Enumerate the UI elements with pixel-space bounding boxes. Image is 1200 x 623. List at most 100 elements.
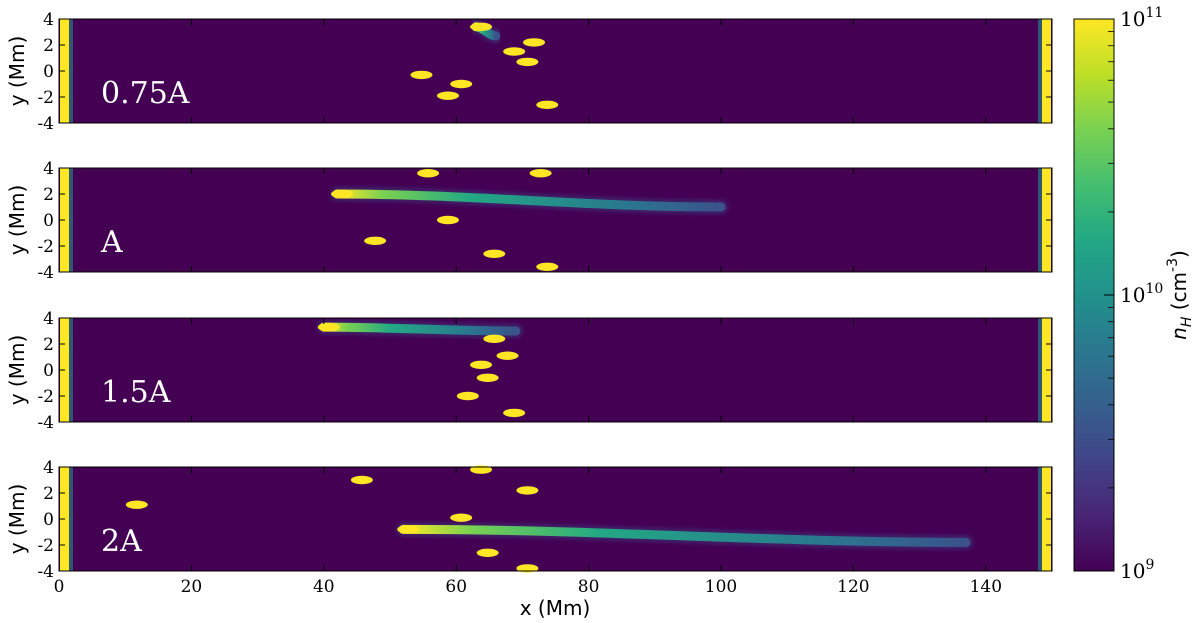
strand	[481, 331, 557, 347]
x-tick-label: 40	[313, 577, 335, 597]
strand-head	[476, 548, 499, 557]
strand-head	[470, 22, 493, 31]
strand	[415, 165, 440, 181]
strand-body	[332, 189, 726, 212]
left-footpoint-edge	[69, 318, 73, 422]
y-tick-label: 2	[43, 484, 54, 504]
strand-head	[417, 169, 440, 178]
colorbar-tick-label: 1011	[1120, 5, 1163, 31]
y-axis-label: y (Mm)	[5, 185, 29, 256]
colorbar-label-sub: H	[1179, 316, 1195, 327]
y-tick-label: 2	[43, 36, 54, 56]
strand-head	[503, 47, 526, 56]
panel-label: 0.75A	[101, 76, 190, 111]
panel-4: 2A 4 2 0 -2 -4 y (Mm)	[5, 458, 1053, 582]
strand-head	[436, 91, 459, 100]
strand	[481, 246, 623, 262]
colorbar-tick-label: 109	[1120, 557, 1154, 583]
colorbar-tick-exp: 11	[1145, 5, 1163, 21]
y-tick-label: 0	[43, 62, 54, 82]
y-tick-label: 0	[43, 361, 54, 381]
y-tick-label: 2	[43, 335, 54, 355]
right-footpoint-edge	[1038, 168, 1042, 272]
y-tick-label: -2	[37, 237, 54, 257]
colorbar-label-unit: (cm	[1167, 272, 1191, 317]
strand-head	[483, 249, 506, 258]
strand	[534, 97, 650, 113]
strand	[501, 405, 577, 421]
y-tick-label: -2	[37, 387, 54, 407]
strand	[528, 165, 636, 181]
x-tick-label: 60	[445, 577, 467, 597]
panel-label: 2A	[101, 524, 142, 559]
colorbar-tick-base: 10	[1120, 559, 1145, 583]
colorbar-tick-base: 10	[1120, 283, 1145, 307]
colorbar-label-close: )	[1167, 250, 1191, 258]
left-footpoint-edge	[69, 467, 73, 571]
strand-head	[536, 262, 559, 271]
strand-head	[317, 322, 340, 332]
x-axis-label: x (Mm)	[520, 596, 591, 620]
x-tick-label: 100	[705, 577, 737, 597]
x-tick-label: 140	[970, 577, 1002, 597]
strand-head	[436, 215, 459, 225]
panel-label: A	[100, 225, 123, 260]
strand	[514, 54, 676, 70]
x-axis: 0 20 40 60 80 100 120 140	[54, 577, 1002, 597]
y-tick-label: -4	[37, 114, 54, 134]
y-axis-label: y (Mm)	[5, 335, 29, 406]
y-tick-label: 4	[43, 10, 54, 30]
y-tick-label: 0	[43, 211, 54, 231]
strand-head	[503, 408, 526, 418]
strand	[408, 67, 577, 83]
strand	[435, 212, 610, 228]
y-tick-label: 4	[43, 309, 54, 329]
x-tick-label: 0	[54, 577, 65, 597]
left-footpoint-edge	[69, 19, 73, 123]
panels-group: 0.75A 4 2 0 -2 -4 y (Mm) A 4 2 0 -2 -4 y (Mm) 1.5A 4 2 0 -…	[5, 10, 1053, 582]
strand-head	[470, 360, 493, 369]
strand-head	[331, 189, 354, 199]
strand	[475, 545, 729, 561]
y-tick-label: -4	[37, 413, 54, 433]
panel-1: 0.75A 4 2 0 -2 -4 y (Mm)	[5, 10, 1053, 134]
y-tick-label: -2	[37, 536, 54, 556]
strand-head	[125, 500, 148, 509]
strand	[349, 472, 597, 488]
colorbar-tick-base: 10	[1120, 7, 1145, 31]
right-footpoint-edge	[1038, 19, 1042, 123]
strand	[329, 186, 729, 215]
strand-head	[483, 334, 506, 343]
strand-head	[536, 100, 559, 110]
colorbar-tick-label: 1010	[1120, 281, 1163, 307]
colorbar-label-exp: -3	[1165, 258, 1181, 272]
strand	[534, 259, 636, 275]
strand	[514, 482, 597, 498]
right-footpoint-edge	[1038, 467, 1042, 571]
right-footpoint-edge	[1038, 318, 1042, 422]
strand-head	[410, 70, 433, 80]
x-tick-label: 80	[578, 577, 600, 597]
y-tick-label: 2	[43, 185, 54, 205]
strand	[501, 44, 557, 59]
strand	[124, 497, 563, 513]
strand-head	[350, 475, 373, 485]
colorbar-tick-exp: 10	[1145, 281, 1163, 297]
strand-head	[364, 236, 387, 245]
strand-head	[450, 513, 473, 522]
y-tick-label: 4	[43, 159, 54, 179]
strand	[316, 319, 524, 339]
strand	[395, 521, 974, 550]
y-axis-label: y (Mm)	[5, 484, 29, 555]
panel-label: 1.5A	[101, 375, 171, 410]
x-tick-label: 20	[181, 577, 203, 597]
y-tick-label: 4	[43, 458, 54, 478]
y-tick-label: -2	[37, 88, 54, 108]
strand	[468, 357, 597, 373]
panel-2: A 4 2 0 -2 -4 y (Mm)	[5, 159, 1053, 283]
strand-head	[516, 57, 539, 67]
strand	[468, 19, 504, 44]
y-tick-label: -4	[37, 263, 54, 283]
